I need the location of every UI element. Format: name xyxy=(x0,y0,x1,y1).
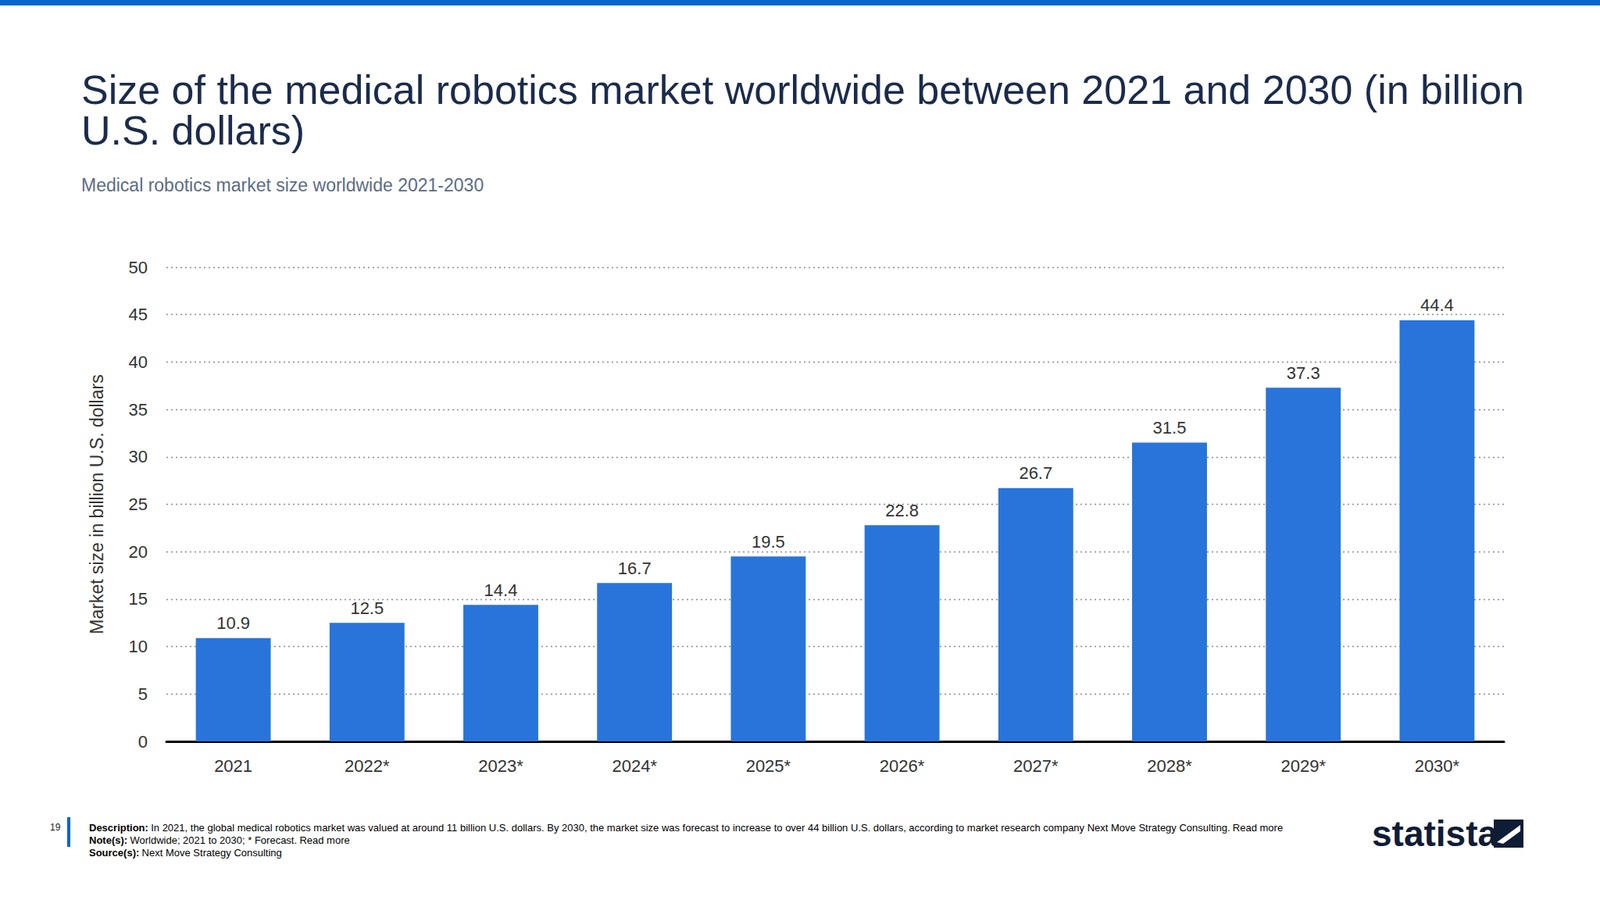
svg-text:2030*: 2030* xyxy=(1414,756,1461,776)
svg-text:Worldwide; 2021 to 2030; * For: Worldwide; 2021 to 2030; * Forecast. xyxy=(129,834,297,847)
svg-text:12.5: 12.5 xyxy=(350,598,384,618)
svg-text:5: 5 xyxy=(138,684,148,704)
svg-text:40: 40 xyxy=(128,352,148,372)
svg-text:U.S. dollars): U.S. dollars) xyxy=(81,107,305,154)
svg-text:16.7: 16.7 xyxy=(617,558,652,579)
svg-text:35: 35 xyxy=(128,400,148,420)
svg-text:Read more: Read more xyxy=(1232,821,1283,834)
svg-text:Description:: Description: xyxy=(89,821,149,834)
svg-text:2025*: 2025* xyxy=(746,756,792,776)
svg-text:Market size in billion U.S. do: Market size in billion U.S. dollars xyxy=(86,374,108,634)
svg-text:2023*: 2023* xyxy=(478,756,524,776)
svg-text:Note(s):: Note(s): xyxy=(89,834,128,847)
svg-text:10.9: 10.9 xyxy=(216,613,250,633)
svg-text:19: 19 xyxy=(50,821,61,833)
svg-text:19.5: 19.5 xyxy=(751,532,786,552)
svg-text:50: 50 xyxy=(128,257,148,278)
svg-text:25: 25 xyxy=(128,494,148,515)
svg-text:31.5: 31.5 xyxy=(1153,417,1187,438)
svg-text:30: 30 xyxy=(128,446,148,467)
svg-text:Source(s):: Source(s): xyxy=(89,846,140,859)
svg-text:2021: 2021 xyxy=(214,756,253,776)
svg-text:45: 45 xyxy=(128,304,148,325)
svg-text:15: 15 xyxy=(128,589,148,609)
svg-text:37.3: 37.3 xyxy=(1286,363,1321,383)
svg-text:statista: statista xyxy=(1371,813,1498,854)
svg-text:2027*: 2027* xyxy=(1013,756,1059,776)
svg-text:Medical robotics market size w: Medical robotics market size worldwide 2… xyxy=(81,175,484,196)
svg-text:26.7: 26.7 xyxy=(1018,463,1053,483)
svg-text:2024*: 2024* xyxy=(611,756,658,776)
svg-text:22.8: 22.8 xyxy=(885,500,919,521)
svg-text:20: 20 xyxy=(128,542,148,562)
svg-text:Read more: Read more xyxy=(299,834,350,847)
svg-text:2022*: 2022* xyxy=(344,756,390,776)
svg-text:Next Move Strategy Consulting: Next Move Strategy Consulting xyxy=(142,846,283,859)
svg-text:14.4: 14.4 xyxy=(484,580,518,600)
svg-text:2029*: 2029* xyxy=(1280,756,1326,776)
svg-text:10: 10 xyxy=(128,636,148,657)
svg-text:0: 0 xyxy=(138,732,148,752)
svg-text:44.4: 44.4 xyxy=(1420,295,1454,315)
svg-text:2028*: 2028* xyxy=(1146,756,1193,776)
svg-text:2026*: 2026* xyxy=(879,756,925,776)
svg-text:Size of the medical robotics m: Size of the medical robotics market worl… xyxy=(81,67,1536,113)
svg-text:In 2021, the global medical ro: In 2021, the global medical robotics mar… xyxy=(150,821,1230,834)
